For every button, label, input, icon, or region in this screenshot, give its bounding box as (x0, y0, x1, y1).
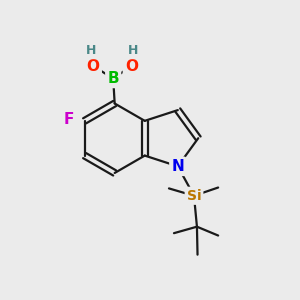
Text: Si: Si (187, 189, 201, 203)
Text: B: B (107, 71, 119, 86)
Text: F: F (64, 112, 74, 127)
Text: H: H (86, 44, 97, 57)
Text: N: N (171, 159, 184, 174)
Text: O: O (87, 58, 100, 74)
Text: O: O (125, 58, 138, 74)
Text: H: H (128, 44, 138, 57)
